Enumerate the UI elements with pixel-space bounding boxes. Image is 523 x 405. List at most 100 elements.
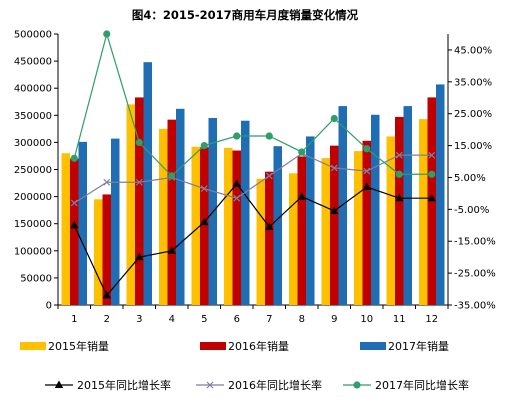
series-line: [73, 152, 432, 204]
x-tick-label: 6: [234, 314, 240, 325]
line-point-marker: [233, 194, 241, 202]
bar: [338, 106, 347, 305]
line-point-marker: [167, 246, 176, 254]
legend-label: 2016年同比增长率: [228, 378, 322, 392]
x-tick-label: 1: [71, 314, 77, 325]
left-tick-label: 50000: [20, 273, 52, 284]
x-tick-label: 11: [393, 314, 406, 325]
x-tick-label: 2: [104, 314, 110, 325]
x-tick-label: 5: [201, 314, 207, 325]
bar: [419, 119, 428, 306]
line-point-marker: [395, 170, 403, 178]
left-tick-label: 250000: [14, 165, 52, 176]
right-tick-label: 35.00%: [454, 77, 492, 88]
left-tick-label: 350000: [14, 111, 52, 122]
x-tick-label: 7: [266, 314, 272, 325]
line-point-marker: [135, 252, 144, 261]
bar: [321, 158, 330, 305]
bar: [427, 97, 436, 305]
bar: [78, 141, 87, 305]
axes: 0500001000001500002000002500003000003500…: [14, 30, 496, 326]
x-tick-label: 9: [331, 314, 337, 325]
right-tick-label: 25.00%: [454, 109, 492, 120]
left-tick-label: 200000: [14, 192, 52, 203]
line-point-marker: [297, 192, 306, 200]
left-tick-label: 100000: [14, 246, 52, 257]
line-point-marker: [330, 164, 338, 172]
x-tick-label: 3: [136, 314, 142, 325]
legend: 2015年销量 2016年销量 2017年销量 2015年同比增长率 2016年同比增长…: [20, 339, 469, 392]
bar: [371, 114, 380, 306]
bar: [159, 128, 168, 305]
left-tick-label: 400000: [14, 84, 52, 95]
legend-label: 2017年销量: [388, 339, 449, 353]
line-point-marker: [395, 193, 404, 202]
bar: [395, 116, 404, 306]
line-point-marker: [265, 172, 273, 180]
line-point-marker: [298, 148, 306, 156]
line-point-marker: [70, 199, 78, 207]
bar: [289, 173, 298, 305]
line-point-marker: [427, 193, 436, 202]
legend-swatch: [200, 342, 226, 350]
line-point-marker: [330, 114, 338, 123]
line-point-marker: [70, 154, 78, 162]
x-tick-label: 10: [360, 314, 373, 325]
legend-label: 2015年同比增长率: [77, 378, 171, 392]
line-point-marker: [330, 206, 339, 214]
line-point-marker: [353, 381, 361, 389]
left-tick-label: 450000: [14, 57, 52, 68]
bar: [403, 106, 412, 305]
bar: [436, 84, 445, 305]
bar: [297, 156, 306, 305]
series-line: [73, 31, 432, 177]
line-point-marker: [200, 217, 209, 226]
series-line: [73, 182, 432, 297]
bar: [135, 97, 144, 305]
right-tick-label: -15.00%: [454, 237, 496, 248]
line-point-marker: [233, 132, 241, 140]
bar: [232, 150, 241, 305]
bar: [102, 194, 111, 305]
bar: [191, 146, 200, 305]
chart-title: 图4：2015-2017商用车月度销量变化情况: [132, 8, 359, 22]
line-point-marker: [428, 170, 436, 178]
line-point-marker: [206, 381, 214, 389]
line-point-marker: [135, 138, 143, 146]
line-point-marker: [135, 178, 143, 186]
x-tick-label: 4: [169, 314, 175, 325]
line-point-marker: [232, 179, 241, 187]
right-tick-label: -35.00%: [454, 301, 496, 312]
left-tick-label: 150000: [14, 219, 52, 230]
legend-swatch: [20, 342, 46, 350]
line-point-marker: [200, 141, 208, 150]
bar: [386, 136, 395, 305]
line-point-marker: [265, 222, 274, 230]
line-point-marker: [428, 151, 436, 159]
bar: [273, 146, 282, 305]
legend-swatch: [360, 342, 386, 350]
bar: [200, 147, 209, 305]
right-tick-label: -25.00%: [454, 269, 496, 280]
line-point-marker: [102, 290, 111, 299]
bars-layer: [61, 62, 445, 306]
line-point-marker: [54, 380, 64, 388]
line-point-marker: [200, 185, 208, 193]
bar: [362, 140, 371, 305]
bar: [265, 171, 274, 305]
bar: [241, 120, 250, 305]
bar: [126, 104, 135, 306]
line-point-marker: [362, 182, 371, 191]
right-tick-label: 45.00%: [454, 45, 492, 56]
line-point-marker: [363, 167, 371, 175]
bar: [167, 119, 176, 305]
right-tick-label: 15.00%: [454, 141, 492, 152]
bar: [354, 151, 363, 305]
bar: [70, 158, 79, 305]
x-tick-label: 8: [299, 314, 305, 325]
bar: [61, 153, 70, 305]
right-tick-label: 5.00%: [454, 173, 486, 184]
line-point-marker: [168, 172, 176, 180]
bar: [143, 62, 152, 306]
